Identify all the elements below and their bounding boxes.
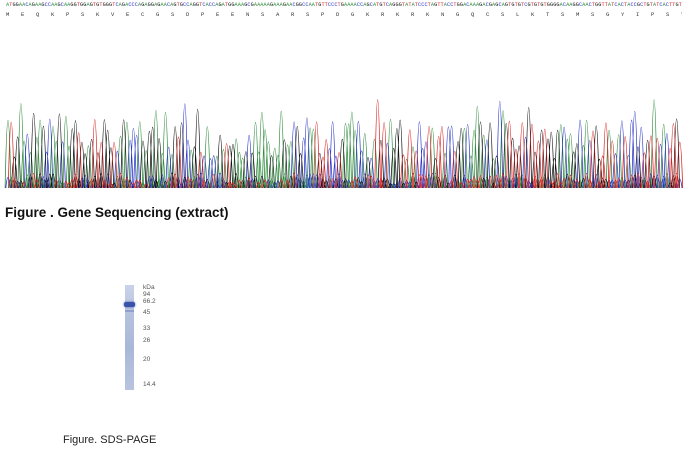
mw-marker-33: 33 — [143, 325, 151, 332]
trace-c — [5, 100, 683, 189]
trace-g — [11, 107, 680, 189]
mw-marker-94: 94 — [143, 291, 151, 298]
dna-sequence: ATGGAACAGAAGCCAAGCAAGGTGGAGTGTGGGTCAGACC… — [6, 2, 682, 8]
gel-lane — [125, 285, 134, 390]
mw-marker-26: 26 — [143, 337, 151, 344]
sds-page-caption: Figure. SDS-PAGE — [63, 434, 157, 446]
trace-a — [4, 99, 670, 189]
protein-band — [124, 302, 135, 307]
mw-marker-66: 66.2 — [143, 298, 156, 305]
amino-acid-sequence: M E Q K P S K V E C G S D P E E N S A R … — [6, 11, 682, 18]
protein-band-faint — [125, 310, 134, 312]
mw-marker-45: 45 — [143, 309, 151, 316]
gene-sequencing-caption: Figure . Gene Sequencing (extract) — [5, 205, 229, 220]
chromatogram-traces — [4, 99, 684, 189]
mw-unit-label: kDa — [143, 284, 155, 291]
sequencing-chromatogram: ATGGAACAGAAGCCAAGCAAGGTGGAGTGTGGGTCAGACC… — [0, 0, 687, 192]
mw-marker-20: 20 — [143, 356, 151, 363]
mw-marker-14: 14.4 — [143, 381, 156, 388]
trace-t — [7, 99, 684, 189]
